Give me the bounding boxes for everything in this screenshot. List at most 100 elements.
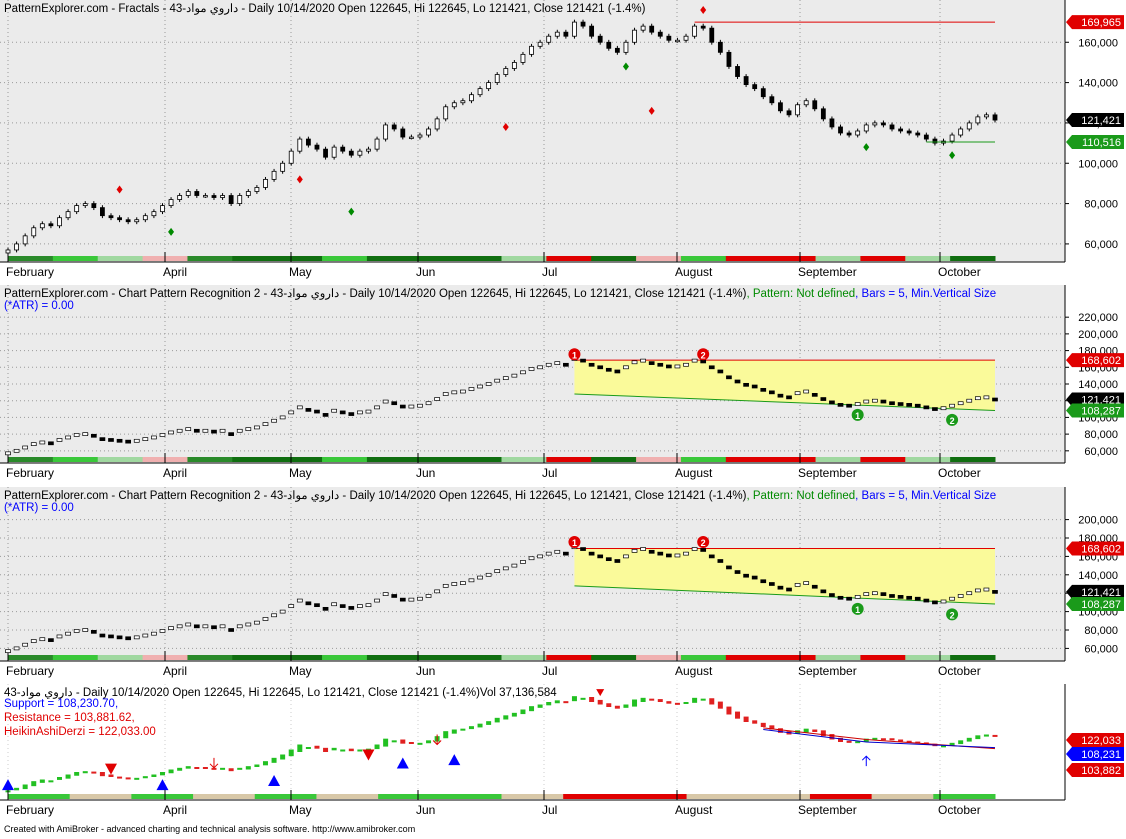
- trend-strip-segment: [378, 794, 441, 799]
- heikin-bar: [537, 704, 543, 708]
- price-bar: [966, 398, 973, 403]
- heikin-bar: [408, 742, 414, 744]
- heikin-bar: [829, 734, 835, 740]
- price-bar: [477, 575, 483, 580]
- heikin-bar: [880, 738, 886, 741]
- price-bar: [116, 438, 123, 443]
- price-bar: [442, 392, 449, 396]
- x-tick-label-jul: Jul: [542, 265, 557, 279]
- y-tick-label: 80,000: [1084, 429, 1118, 441]
- heikin-bar: [117, 776, 123, 779]
- heikin-bar: [391, 740, 397, 743]
- price-bar: [374, 405, 380, 410]
- candle: [134, 219, 140, 223]
- trend-strip-segment: [97, 457, 144, 462]
- price-bar: [56, 438, 63, 442]
- price-bar: [914, 403, 921, 408]
- trend-strip-segment: [501, 256, 547, 261]
- price-bar: [666, 364, 672, 369]
- x-tick-label-april: April: [163, 664, 187, 678]
- candle: [323, 148, 328, 158]
- candle: [778, 102, 783, 112]
- heikin-bar: [417, 742, 423, 745]
- heikin-bar: [966, 737, 972, 742]
- price-bar: [520, 560, 526, 564]
- trend-strip-segment: [232, 655, 278, 660]
- trend-strip-segment: [905, 256, 951, 261]
- heikin-bar: [443, 731, 449, 739]
- x-tick-label-jul: Jul: [542, 803, 557, 817]
- price-bar: [880, 592, 887, 596]
- price-bar: [374, 598, 380, 603]
- price-bar: [271, 613, 277, 618]
- pattern-atr-2: (*ATR) = 0.00: [4, 502, 74, 514]
- trend-strip-segment: [52, 256, 99, 261]
- pattern-point-marker: [697, 536, 710, 549]
- heikin-bar: [305, 747, 311, 749]
- pattern-pane-1[interactable]: 220,000200,000180,000160,000140,000120,0…: [0, 285, 1126, 485]
- y-tick-label: 60,000: [1084, 446, 1118, 458]
- last-price-tag: 121,421: [1081, 587, 1121, 599]
- candle: [649, 25, 655, 33]
- candle: [305, 138, 311, 146]
- heikin-bar: [451, 729, 457, 734]
- fractals-pane[interactable]: 160,000140,000120,000100,00080,00060,000…: [0, 0, 1126, 284]
- price-bar: [803, 389, 810, 394]
- heikin-bar: [134, 777, 140, 780]
- candle: [958, 128, 964, 136]
- price-bar: [133, 438, 140, 443]
- x-tick-label-september: September: [798, 265, 857, 279]
- price-bar: [597, 365, 604, 370]
- candle: [881, 122, 886, 126]
- trend-strip-segment: [411, 256, 458, 261]
- x-tick-label-may: May: [289, 803, 312, 817]
- upper-price-tag-bg: [1066, 541, 1124, 556]
- price-bar: [588, 551, 595, 556]
- price-bar: [854, 595, 861, 599]
- trend-strip-segment: [809, 794, 873, 799]
- price-bar: [760, 387, 767, 392]
- heikin-bar: [280, 754, 286, 760]
- heikin-bar: [331, 747, 337, 751]
- candle: [237, 195, 243, 204]
- trend-strip-segment: [636, 256, 682, 261]
- pattern-point-marker: [946, 608, 959, 621]
- price-bar: [554, 549, 561, 554]
- heikin-bar: [14, 787, 20, 791]
- pattern-point-marker: [697, 348, 710, 361]
- candle: [511, 62, 517, 69]
- trend-strip-segment: [591, 457, 637, 462]
- price-bar: [871, 398, 878, 403]
- price-bar: [563, 551, 569, 556]
- price-bar: [219, 624, 226, 629]
- price-bar: [116, 635, 123, 640]
- resistance-price-tag: 169,965: [1081, 17, 1121, 29]
- pattern-point-marker: [851, 602, 864, 615]
- heikin-bar: [159, 772, 165, 776]
- fractal-up-marker: [116, 185, 123, 194]
- heikin-bar: [511, 712, 517, 717]
- buy-signal-arrow: [156, 779, 169, 791]
- price-bar: [966, 591, 973, 596]
- axis-area: [1065, 285, 1126, 485]
- heikin-bar: [108, 774, 114, 777]
- candle: [614, 47, 620, 53]
- price-bar: [674, 553, 681, 558]
- footer-text: Created with AmiBroker - advanced charti…: [4, 824, 416, 834]
- heikin-bar: [838, 737, 844, 742]
- pattern-point-label: 1: [855, 605, 860, 615]
- x-tick-label-august: August: [675, 664, 713, 678]
- heikin-pane[interactable]: February April May Jun Jul August September Oct…: [0, 684, 1126, 822]
- price-bar: [717, 369, 724, 374]
- price-bar: [262, 617, 269, 621]
- price-bar: [339, 604, 346, 608]
- candle: [563, 31, 569, 37]
- price-bar: [451, 390, 458, 395]
- candle: [666, 35, 672, 41]
- price-bar: [99, 633, 106, 638]
- price-bar: [854, 402, 861, 406]
- candle: [460, 100, 466, 104]
- pattern-pane-2[interactable]: 200,000180,000160,000140,000120,000100,0…: [0, 487, 1126, 683]
- price-bar: [288, 410, 295, 415]
- pattern-point-label: 1: [855, 411, 860, 421]
